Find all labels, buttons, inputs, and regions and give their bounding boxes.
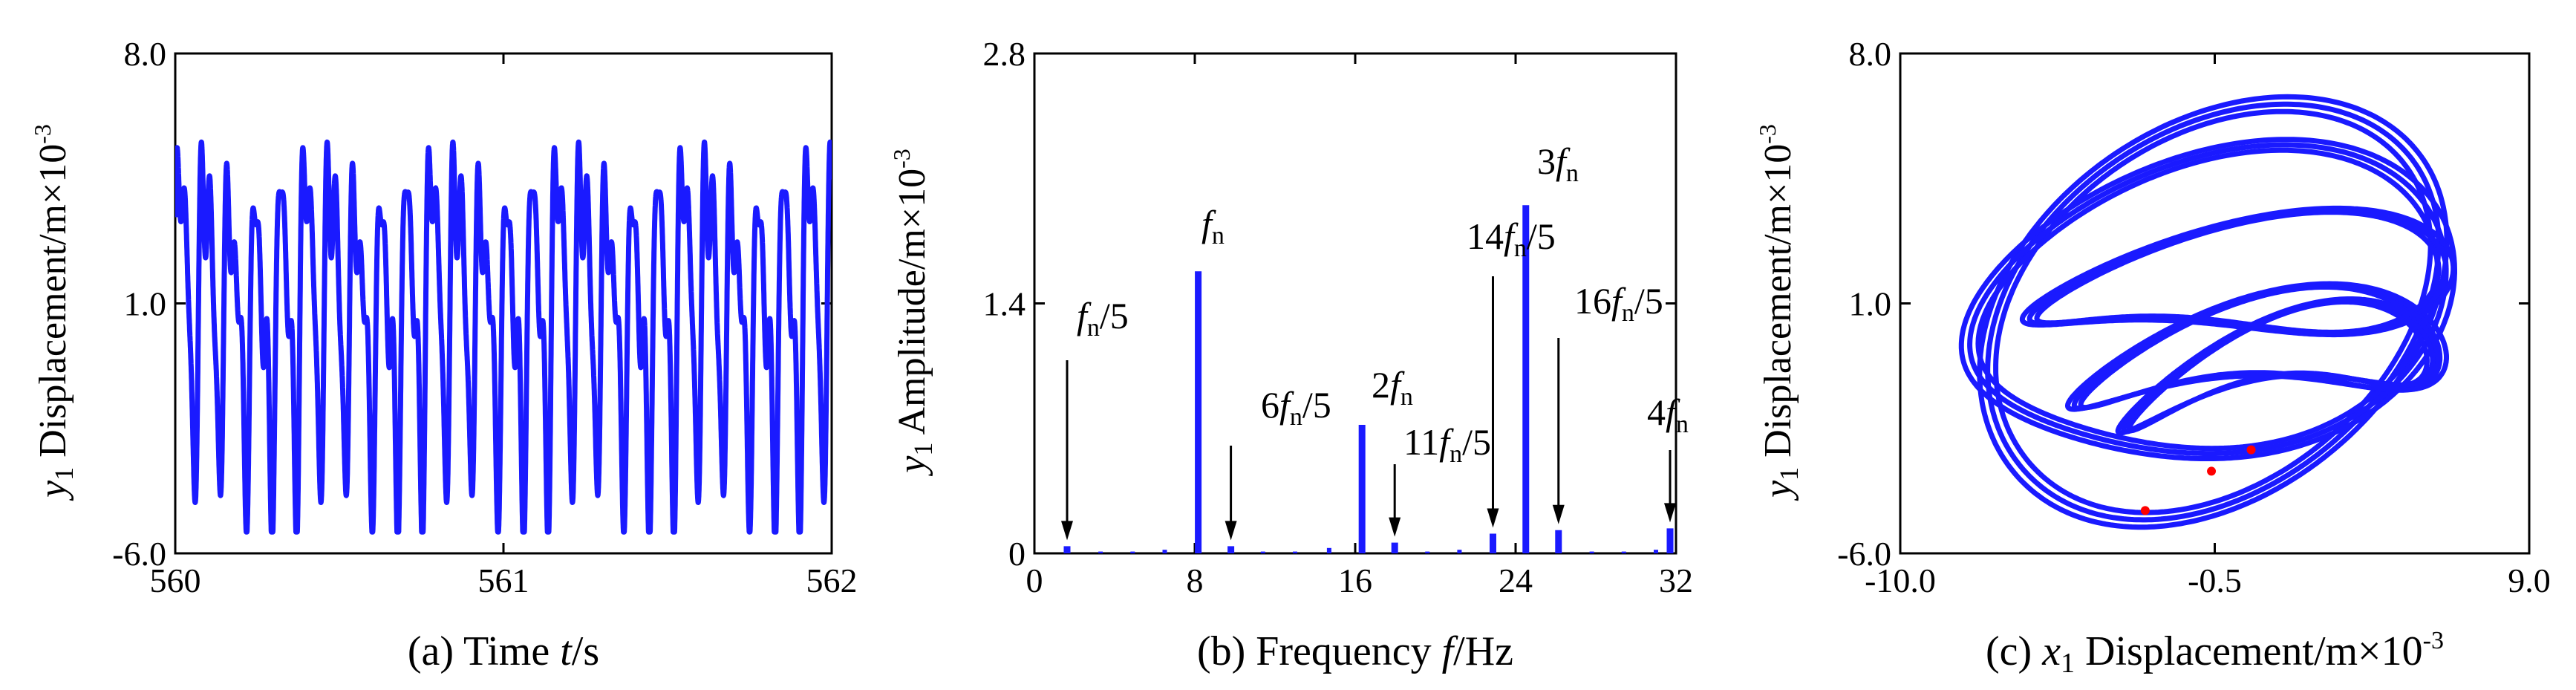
- x-tick-label: 32: [1659, 562, 1693, 599]
- x-tick-label: 9.0: [2508, 562, 2551, 599]
- annotation-arrow-head: [1664, 503, 1676, 523]
- y-tick-label: -6.0: [1837, 535, 1891, 573]
- annotation-arrow-head: [1487, 508, 1499, 528]
- phase-trajectory: [1967, 142, 2449, 457]
- annotation-arrow-head: [1061, 521, 1074, 541]
- poincare-point: [2246, 445, 2256, 455]
- peak-annotation: fn/5: [1077, 295, 1129, 342]
- y-tick-label: 1.0: [1849, 285, 1892, 323]
- poincare-point: [2207, 466, 2217, 476]
- x-tick-label: -0.5: [2188, 562, 2242, 599]
- peak-annotation: 14fn/5: [1467, 215, 1556, 262]
- panel-b: 0 8 16 24 32 0 1.4 2.8 (b) Frequency f/Hz y1 Ampl…: [888, 35, 1693, 674]
- peak-annotation: 6fn/5: [1261, 384, 1331, 431]
- series-line-y1: [175, 139, 832, 535]
- poincare-point: [2140, 506, 2150, 515]
- peak-annotation: 2fn: [1372, 364, 1413, 411]
- x-tick-label: 560: [150, 562, 201, 599]
- x-axis-caption: (b) Frequency f/Hz: [1197, 628, 1513, 674]
- y-tick-label: 0: [1008, 535, 1025, 573]
- y-tick-label: -6.0: [112, 535, 166, 573]
- annotation-arrow-head: [1552, 504, 1565, 524]
- peak-annotation: 4fn: [1647, 391, 1689, 438]
- peak-annotation: 16fn/5: [1574, 280, 1663, 327]
- x-tick-label: 562: [806, 562, 858, 599]
- x-tick-label: -10.0: [1865, 562, 1936, 599]
- phase-trajectory: [2019, 205, 2456, 338]
- y-axis-label: y1 Displacement/m×10-3: [29, 124, 79, 501]
- y-tick-label: 8.0: [1849, 35, 1892, 73]
- y-axis-label: y1 Amplitude/m×10-3: [888, 149, 938, 477]
- panel-c: -10.0 -0.5 9.0 -6.0 1.0 8.0 (c) x1 Displacemen…: [1754, 35, 2551, 679]
- x-tick-label: 0: [1026, 562, 1043, 599]
- phase-trajectory: [1975, 147, 2441, 452]
- y-tick-label: 1.0: [124, 285, 167, 323]
- x-axis-caption: (c) x1 Displacement/m×10-3: [1986, 627, 2444, 679]
- y-tick-label: 8.0: [124, 35, 167, 73]
- phase-trajectory: [2034, 209, 2442, 335]
- x-tick-label: 24: [1499, 562, 1533, 599]
- peak-annotation: 11fn/5: [1403, 421, 1491, 468]
- x-tick-label: 16: [1338, 562, 1372, 599]
- x-axis-caption: (a) Time t/s: [408, 628, 599, 674]
- x-tick-label: 8: [1187, 562, 1204, 599]
- panel-a: 560 561 562 -6.0 1.0 8.0 (a) Time t/s y1 Displa…: [29, 35, 858, 674]
- y-tick-label: 2.8: [983, 35, 1026, 73]
- phase-trajectory: [2026, 207, 2449, 336]
- peak-annotation: fn: [1201, 203, 1225, 250]
- annotation-arrow-head: [1225, 521, 1237, 541]
- y-axis-label: y1 Displacement/m×10-3: [1754, 124, 1804, 501]
- peak-annotation: 3fn: [1537, 140, 1579, 187]
- phase-trajectory: [2126, 299, 2430, 434]
- x-tick-label: 561: [478, 562, 529, 599]
- y-tick-label: 1.4: [983, 285, 1026, 323]
- annotation-arrow-head: [1389, 517, 1401, 537]
